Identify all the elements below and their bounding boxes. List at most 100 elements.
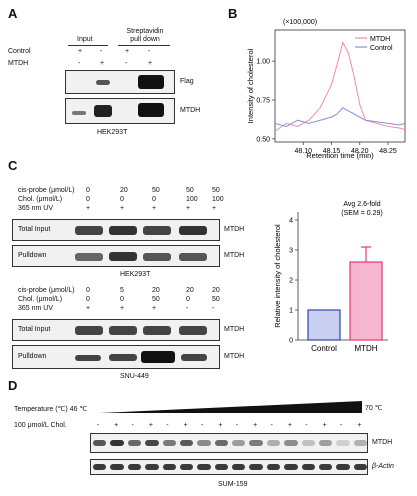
condition-value: 20 xyxy=(120,187,128,194)
condition-value: + xyxy=(152,205,157,212)
blot-band xyxy=(284,440,298,446)
x-axis-label: Retention time (min) xyxy=(306,151,374,160)
condition-value: + xyxy=(152,305,157,312)
bar-y-tick-label: 2 xyxy=(289,278,293,285)
chol-sign: - xyxy=(131,422,134,429)
d-cell-line: SUM-159 xyxy=(218,481,248,488)
c-bot-cell-line: SNU-449 xyxy=(120,373,149,380)
y-tick-label: 0.50 xyxy=(256,136,270,143)
annotation-line2: (SEM = 0.29) xyxy=(341,210,382,217)
input-header-line xyxy=(68,45,108,46)
series-line-control xyxy=(274,107,406,127)
c-top-mtdh-2: MTDH xyxy=(224,252,245,259)
blot-band xyxy=(249,464,263,470)
blot-band xyxy=(75,226,103,235)
panel-d-label: D xyxy=(8,378,18,393)
condition-value: 50 xyxy=(152,296,160,303)
x-tick-label: 48.10 xyxy=(294,148,312,155)
temperature-gradient-wedge xyxy=(100,401,362,413)
bar-control xyxy=(307,309,341,341)
chol-label: 100 μmol/L Chol. xyxy=(14,422,67,429)
panel-c-label: C xyxy=(8,158,18,173)
d-mtdh-blot xyxy=(90,433,368,453)
bar-y-tick-label: 1 xyxy=(289,308,293,315)
blot-band xyxy=(214,464,228,470)
blot-band xyxy=(145,440,159,446)
blot-band xyxy=(284,464,298,470)
blot-band xyxy=(143,226,171,235)
blot-band xyxy=(179,440,194,446)
mtdh-row-label: MTDH xyxy=(8,60,29,67)
blot-band xyxy=(266,440,281,446)
c-top-row-label: 365 nm UV xyxy=(18,205,54,212)
chol-sign: + xyxy=(322,422,327,429)
b-series xyxy=(274,41,406,132)
sign: - xyxy=(78,60,81,67)
c-bot-mtdh-2: MTDH xyxy=(224,353,245,360)
x-tick-label: 48.15 xyxy=(323,148,341,155)
c-top-total-input-label: Total Input xyxy=(18,226,51,234)
blot-band xyxy=(109,354,137,361)
mtdh-label-a: MTDH xyxy=(180,107,201,114)
blot-band xyxy=(93,440,107,446)
input-header: Input xyxy=(77,36,93,43)
c-top-row-label: Chol. (μmol/L) xyxy=(18,196,63,203)
blot-band xyxy=(336,440,350,446)
bar-ticks: 0 1 2 3 4 xyxy=(289,218,298,345)
chol-sign: + xyxy=(253,422,258,429)
condition-value: 0 xyxy=(86,296,90,303)
condition-value: 50 xyxy=(152,187,160,194)
multiplier-label: (×100,000) xyxy=(283,19,317,26)
b-axis-ticks: 48.10 48.15 48.20 48.25 0.50 0.75 1.00 xyxy=(256,59,397,155)
d-actin-blot xyxy=(90,459,368,475)
c-top-total-input-blot xyxy=(12,219,220,241)
sign: - xyxy=(148,48,151,55)
panel-a-label: A xyxy=(8,6,18,21)
condition-value: - xyxy=(186,305,189,312)
panel-b-label: B xyxy=(228,6,238,21)
condition-value: 0 xyxy=(186,296,190,303)
mtdh-blot-a xyxy=(65,98,175,124)
c-bot-pulldown-label: Pulldown xyxy=(18,353,47,361)
blot-band xyxy=(179,253,207,261)
c-bot-total-input-blot xyxy=(12,319,220,341)
blot-band xyxy=(214,440,228,446)
c-top-mtdh-1: MTDH xyxy=(224,226,245,233)
bar-category-label: MTDH xyxy=(354,344,377,353)
condition-value: 20 xyxy=(186,287,194,294)
plot-frame xyxy=(274,29,406,143)
condition-value: + xyxy=(86,305,91,312)
chol-sign: - xyxy=(339,422,343,429)
legend-mtdh: MTDH xyxy=(370,36,390,43)
c-top-row-label: cis-probe (μmol/L) xyxy=(18,187,75,194)
blot-band xyxy=(318,440,333,446)
series-line-mtdh xyxy=(274,41,406,132)
condition-value: 0 xyxy=(86,287,90,294)
chol-sign: - xyxy=(166,422,169,429)
condition-value: 0 xyxy=(120,196,124,203)
blot-band xyxy=(336,464,350,470)
legend-control: Control xyxy=(370,45,393,52)
sign: + xyxy=(148,60,153,67)
condition-value: + xyxy=(86,205,91,212)
blot-band xyxy=(179,326,207,335)
condition-value: 20 xyxy=(212,287,220,294)
condition-value: 50 xyxy=(212,187,220,194)
bar-y-tick-label: 3 xyxy=(289,248,293,255)
flag-label: Flag xyxy=(180,78,194,85)
chromatogram-chart: (×100,000) 48.10 48.15 48.20 48.25 0.50 0.75 1… xyxy=(246,19,406,160)
blot-band xyxy=(353,464,367,470)
c-top-pulldown-blot xyxy=(12,245,220,267)
control-row-label: Control xyxy=(8,48,31,55)
condition-value: 50 xyxy=(186,187,194,194)
c-bot-row-label: Chol. (μmol/L) xyxy=(18,296,63,303)
blot-band xyxy=(232,464,246,470)
blot-band xyxy=(109,326,137,335)
chol-sign: + xyxy=(114,422,119,429)
sign: - xyxy=(100,48,103,55)
blot-band xyxy=(110,464,124,470)
flag-blot xyxy=(65,70,175,94)
blot-band xyxy=(318,464,333,470)
chol-sign: - xyxy=(235,422,239,429)
blot-band xyxy=(138,103,164,117)
